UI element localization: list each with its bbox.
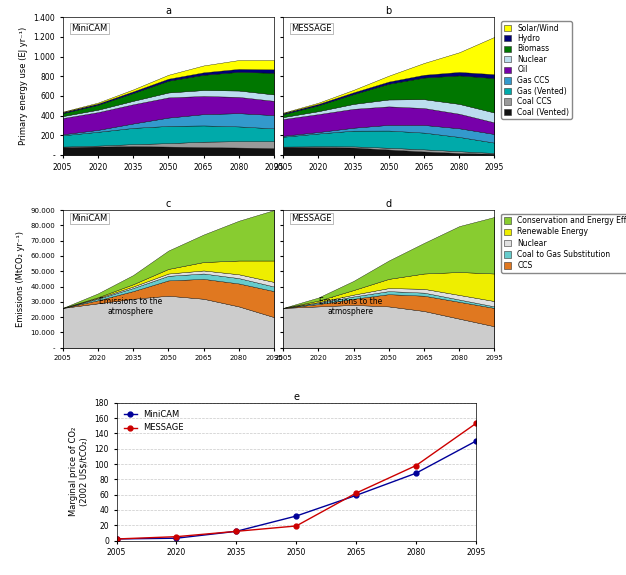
Title: d: d — [386, 200, 392, 209]
MESSAGE — [113, 535, 120, 542]
MiniCAM — [173, 535, 180, 542]
Legend: Solar/Wind, Hydro, Biomass, Nuclear, Oil, Gas CCS, Gas (Vented), Coal CCS, Coal : Solar/Wind, Hydro, Biomass, Nuclear, Oil… — [501, 21, 572, 119]
Line: MESSAGE: MESSAGE — [114, 421, 478, 542]
MiniCAM — [233, 528, 240, 535]
MiniCAM — [352, 492, 360, 499]
MiniCAM — [292, 512, 300, 519]
MESSAGE — [173, 533, 180, 540]
Legend: Conservation and Energy Efficiency, Renewable Energy, Nuclear, Coal to Gas Subst: Conservation and Energy Efficiency, Rene… — [501, 214, 626, 273]
MiniCAM — [413, 470, 420, 477]
Text: Emissions to the
atmosphere: Emissions to the atmosphere — [99, 297, 162, 316]
Y-axis label: Primary energy use (EJ yr⁻¹): Primary energy use (EJ yr⁻¹) — [19, 27, 28, 145]
Text: Emissions to the
atmosphere: Emissions to the atmosphere — [319, 297, 382, 316]
Title: b: b — [386, 6, 392, 17]
Legend: MiniCAM, MESSAGE: MiniCAM, MESSAGE — [121, 407, 187, 436]
MESSAGE — [292, 523, 300, 530]
MESSAGE — [233, 528, 240, 535]
Text: MESSAGE: MESSAGE — [292, 24, 332, 33]
Title: e: e — [293, 392, 299, 402]
Line: MiniCAM: MiniCAM — [114, 439, 478, 542]
Text: MESSAGE: MESSAGE — [292, 214, 332, 223]
Text: MiniCAM: MiniCAM — [71, 24, 107, 33]
Title: a: a — [165, 6, 172, 17]
MiniCAM — [472, 438, 480, 444]
Y-axis label: Marginal price of CO₂
(2002 US$/tCO₂): Marginal price of CO₂ (2002 US$/tCO₂) — [69, 427, 89, 516]
MESSAGE — [472, 420, 480, 427]
MiniCAM — [113, 535, 120, 542]
Title: c: c — [166, 200, 171, 209]
MESSAGE — [352, 490, 360, 497]
MESSAGE — [413, 462, 420, 469]
Y-axis label: Emissions (MtCO₂ yr⁻¹): Emissions (MtCO₂ yr⁻¹) — [16, 231, 24, 327]
Text: MiniCAM: MiniCAM — [71, 214, 107, 223]
